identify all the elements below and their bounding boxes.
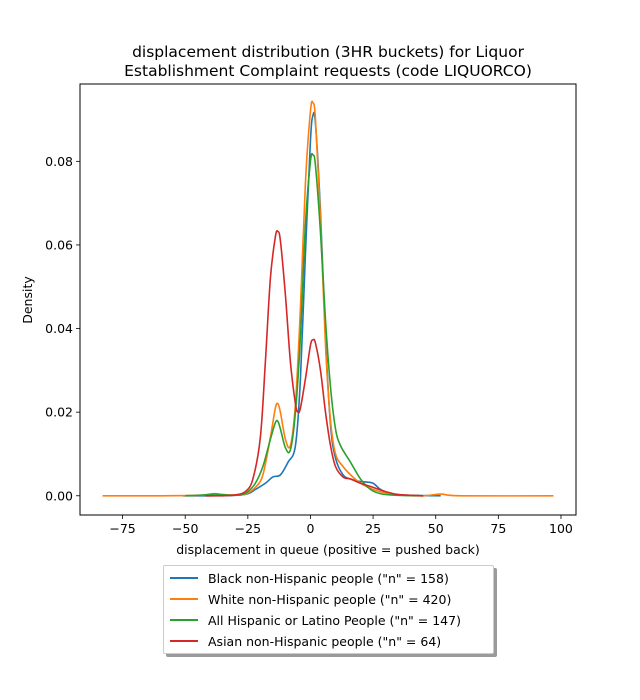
- legend-label-hispanic: All Hispanic or Latino People ("n" = 147…: [208, 612, 461, 628]
- legend-label-asian: Asian non-Hispanic people ("n" = 64): [208, 633, 442, 649]
- legend-swatch-white: [170, 598, 198, 600]
- y-tick-label: 0.08: [45, 154, 73, 169]
- legend-swatch-hispanic: [170, 619, 198, 621]
- y-axis-label: Density: [20, 276, 35, 324]
- legend-label-white: White non-Hispanic people ("n" = 420): [208, 591, 452, 607]
- x-tick-label: −50: [172, 521, 198, 536]
- x-tick-label: −75: [109, 521, 135, 536]
- series-line-1: [102, 100, 554, 497]
- series-line-3: [205, 229, 424, 497]
- legend-swatch-black: [170, 577, 198, 579]
- y-tick-label: 0.00: [45, 488, 73, 503]
- legend-label-black: Black non-Hispanic people ("n" = 158): [208, 570, 449, 586]
- x-axis-ticks: −75 −50 −25 0 25 50 75 100: [109, 515, 573, 536]
- x-tick-label: −25: [235, 521, 261, 536]
- x-tick-label: 25: [365, 521, 381, 536]
- x-tick-label: 100: [549, 521, 573, 536]
- series-layer: [102, 100, 554, 497]
- legend-item-hispanic: All Hispanic or Latino People ("n" = 147…: [170, 610, 461, 630]
- y-tick-label: 0.04: [45, 321, 73, 336]
- legend-item-black: Black non-Hispanic people ("n" = 158): [170, 568, 449, 588]
- legend-item-white: White non-Hispanic people ("n" = 420): [170, 589, 451, 609]
- chart-title-line-1: displacement distribution (3HR buckets) …: [132, 43, 525, 61]
- series-line-2: [185, 152, 424, 497]
- chart-title-line-2: Establishment Complaint requests (code L…: [124, 62, 532, 80]
- x-tick-label: 75: [490, 521, 506, 536]
- legend-swatch-asian: [170, 640, 198, 642]
- y-tick-label: 0.02: [45, 405, 73, 420]
- y-axis-ticks: 0.00 0.02 0.04 0.06 0.08: [45, 154, 80, 503]
- x-axis-label: displacement in queue (positive = pushed…: [176, 542, 480, 557]
- x-tick-label: 50: [428, 521, 444, 536]
- legend-item-asian: Asian non-Hispanic people ("n" = 64): [170, 631, 441, 651]
- plot-frame: [79, 83, 577, 516]
- x-tick-label: 0: [306, 521, 314, 536]
- legend: Black non-Hispanic people ("n" = 158) Wh…: [163, 565, 494, 654]
- series-line-0: [182, 111, 441, 497]
- y-tick-label: 0.06: [45, 237, 73, 252]
